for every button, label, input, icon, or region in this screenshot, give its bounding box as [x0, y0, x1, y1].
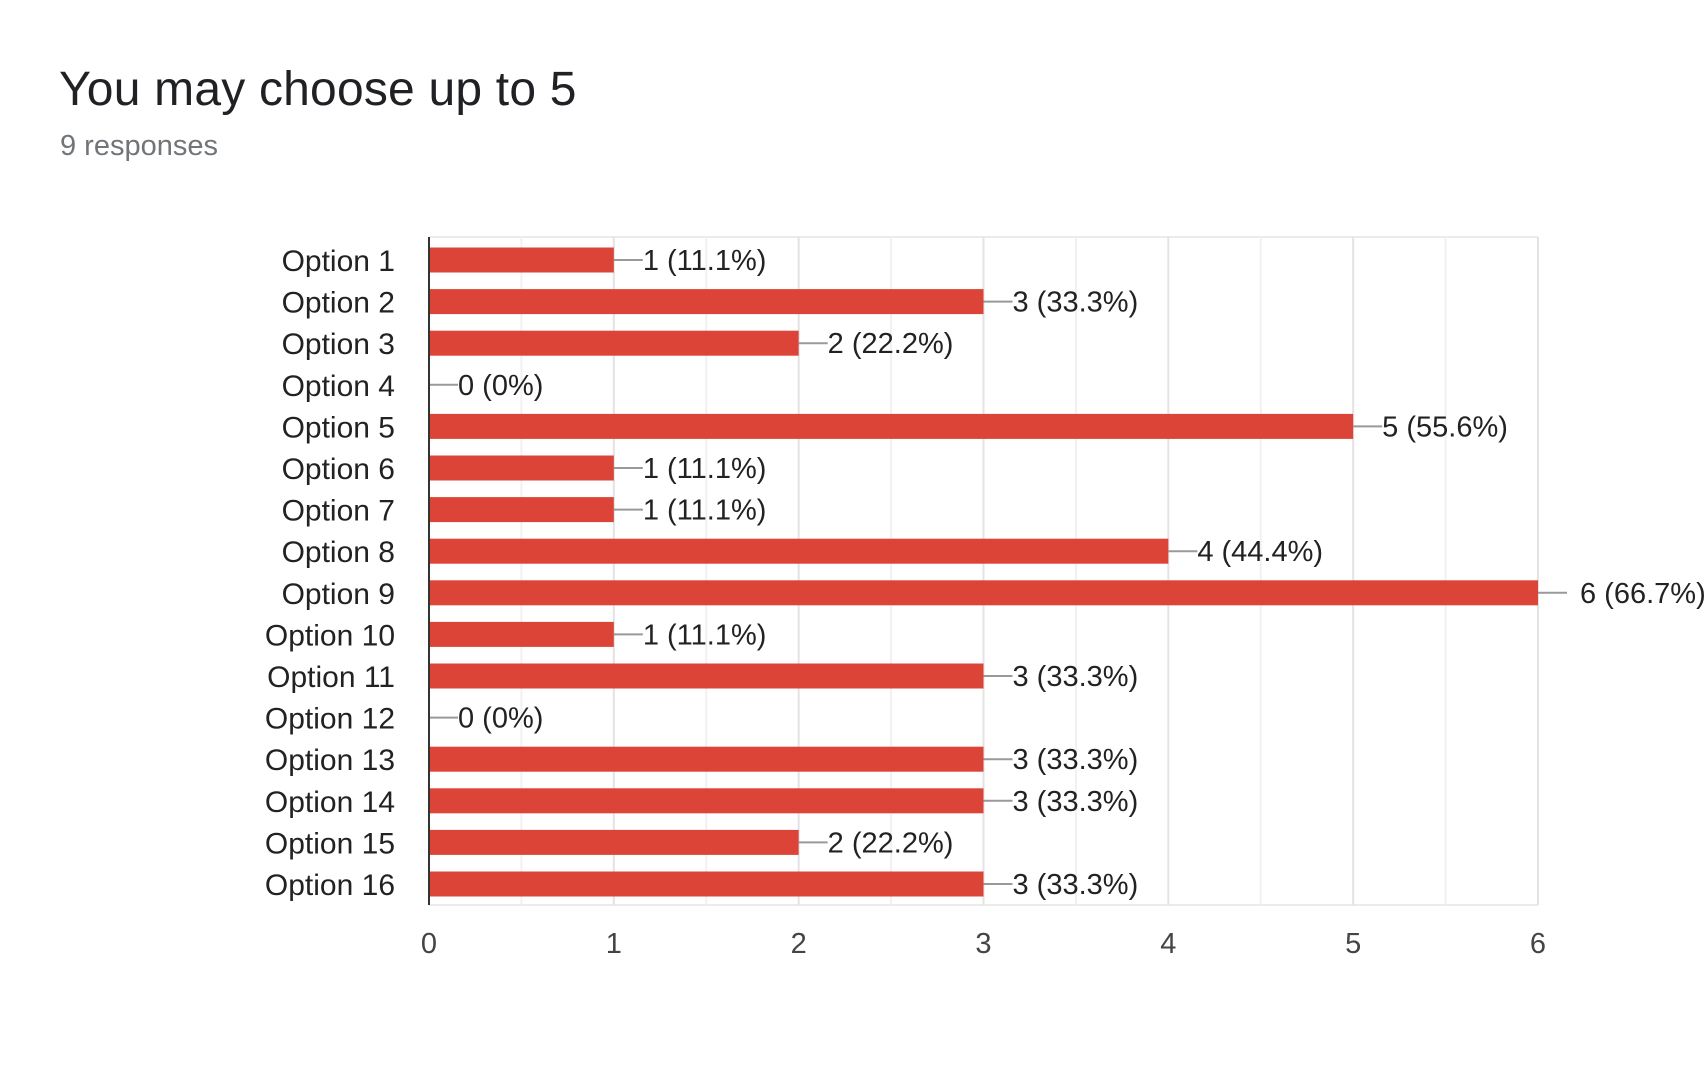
bar: [429, 621, 614, 647]
x-tick-label: 1: [606, 928, 622, 960]
category-label: Option 15: [265, 827, 395, 860]
category-label: Option 8: [282, 536, 395, 569]
data-label: 1 (11.1%): [643, 245, 767, 277]
bar: [429, 580, 1538, 606]
bar: [429, 330, 799, 356]
category-label: Option 14: [265, 786, 395, 819]
x-tick-label: 3: [975, 928, 991, 960]
bar: [429, 497, 614, 523]
bar: [429, 871, 984, 897]
category-label: Option 3: [282, 328, 395, 361]
x-tick-label: 4: [1160, 928, 1176, 960]
data-label: 1 (11.1%): [643, 619, 767, 651]
bars: [429, 247, 1538, 897]
data-label: 1 (11.1%): [643, 495, 767, 527]
x-tick-label: 5: [1345, 928, 1361, 960]
data-label: 3 (33.3%): [1013, 786, 1139, 818]
data-label: 3 (33.3%): [1013, 869, 1139, 901]
category-label: Option 2: [282, 287, 395, 320]
data-label: 3 (33.3%): [1013, 287, 1139, 319]
x-tick-label: 0: [421, 928, 437, 960]
data-label: 0 (0%): [458, 703, 543, 735]
category-label: Option 1: [282, 245, 395, 278]
category-label: Option 16: [265, 869, 395, 902]
response-count: 9 responses: [60, 130, 218, 162]
labels: 0 1 2 3 4 5 6 Option 1 1 (11.1%) Option 2 3 (33.3%…: [265, 245, 1705, 960]
category-label: Option 4: [282, 370, 395, 403]
x-tick-label: 2: [791, 928, 807, 960]
category-label: Option 11: [267, 661, 395, 694]
bar: [429, 455, 614, 481]
category-label: Option 10: [265, 619, 395, 652]
data-label: 3 (33.3%): [1013, 744, 1139, 776]
data-label: 5 (55.6%): [1382, 411, 1508, 443]
bar: [429, 538, 1169, 564]
bar: [429, 289, 984, 315]
bar: [429, 829, 799, 855]
data-label: 4 (44.4%): [1197, 536, 1323, 568]
data-label: 2 (22.2%): [828, 328, 954, 360]
data-label: 3 (33.3%): [1013, 661, 1139, 693]
bar: [429, 746, 984, 772]
category-label: Option 9: [282, 578, 395, 611]
data-label: 0 (0%): [458, 370, 543, 402]
category-label: Option 7: [282, 495, 395, 528]
x-tick-label: 6: [1530, 928, 1546, 960]
chart-title: You may choose up to 5: [59, 63, 577, 116]
category-label: Option 13: [265, 744, 395, 777]
data-label: 2 (22.2%): [828, 827, 954, 859]
data-label: 1 (11.1%): [643, 453, 767, 485]
bar: [429, 413, 1354, 439]
category-label: Option 12: [265, 703, 395, 736]
bar: [429, 247, 614, 273]
bar: [429, 663, 984, 689]
bar: [429, 788, 984, 814]
category-label: Option 5: [282, 411, 395, 444]
data-label: 6 (66.7%): [1580, 578, 1705, 610]
category-label: Option 6: [282, 453, 395, 486]
